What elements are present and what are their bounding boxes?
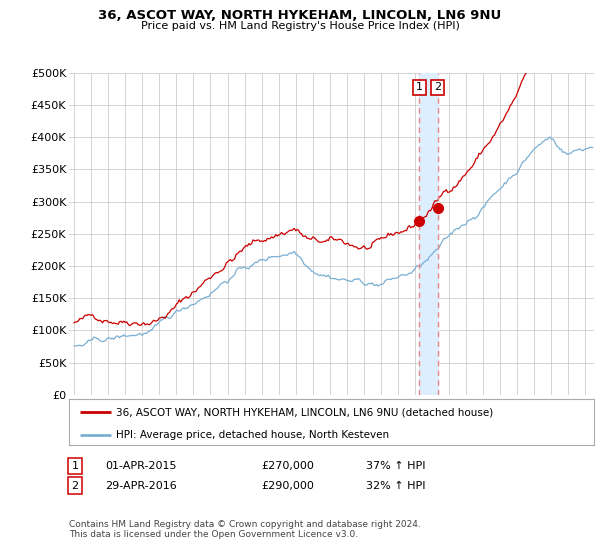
Text: 2: 2 — [71, 480, 79, 491]
Text: 32% ↑ HPI: 32% ↑ HPI — [366, 480, 425, 491]
Text: 37% ↑ HPI: 37% ↑ HPI — [366, 461, 425, 471]
Text: 01-APR-2015: 01-APR-2015 — [105, 461, 176, 471]
Text: 29-APR-2016: 29-APR-2016 — [105, 480, 177, 491]
Bar — [419, 73, 437, 395]
Text: 2: 2 — [434, 82, 441, 92]
Text: 1: 1 — [71, 461, 79, 471]
Text: HPI: Average price, detached house, North Kesteven: HPI: Average price, detached house, Nort… — [116, 430, 389, 440]
Text: Price paid vs. HM Land Registry's House Price Index (HPI): Price paid vs. HM Land Registry's House … — [140, 21, 460, 31]
Text: £270,000: £270,000 — [261, 461, 314, 471]
Text: Contains HM Land Registry data © Crown copyright and database right 2024.
This d: Contains HM Land Registry data © Crown c… — [69, 520, 421, 539]
Text: £290,000: £290,000 — [261, 480, 314, 491]
Text: 36, ASCOT WAY, NORTH HYKEHAM, LINCOLN, LN6 9NU (detached house): 36, ASCOT WAY, NORTH HYKEHAM, LINCOLN, L… — [116, 407, 493, 417]
Text: 36, ASCOT WAY, NORTH HYKEHAM, LINCOLN, LN6 9NU: 36, ASCOT WAY, NORTH HYKEHAM, LINCOLN, L… — [98, 9, 502, 22]
Text: 1: 1 — [416, 82, 423, 92]
